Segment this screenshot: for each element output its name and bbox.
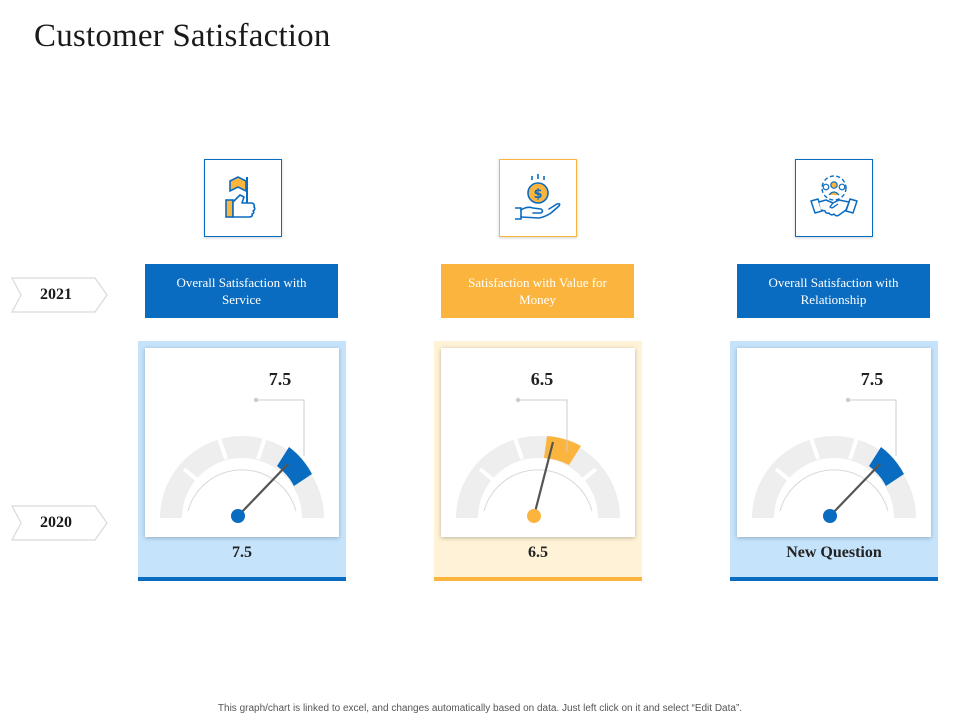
- handshake-team-icon: [810, 175, 858, 217]
- service-panel: 7.5 7.5: [138, 341, 346, 581]
- service-gauge-card: 7.5: [145, 348, 339, 537]
- hand-coin-icon: $: [515, 174, 561, 220]
- service-gauge: [160, 397, 324, 523]
- value-gauge: [456, 397, 620, 523]
- thumbs-up-flag-icon: [225, 176, 256, 218]
- relationship-label-box: Overall Satisfaction with Relationship: [737, 264, 930, 318]
- relationship-label: Overall Satisfaction with Relationship: [768, 275, 899, 307]
- value-gauge-card: 6.5: [441, 348, 635, 537]
- relationship-gauge-card: 7.5: [737, 348, 931, 537]
- year-label-2021: 2021: [40, 286, 72, 303]
- footnote: This graph/chart is linked to excel, and…: [217, 703, 743, 714]
- service-bottom-value: 7.5: [232, 544, 252, 561]
- page-title: Customer Satisfaction: [34, 18, 331, 54]
- value-icon-box: $: [499, 159, 577, 237]
- relationship-panel-strip: [730, 577, 938, 581]
- value-gauge-value: 6.5: [530, 369, 554, 389]
- service-icon-box: [204, 159, 282, 237]
- service-panel-strip: [138, 577, 346, 581]
- service-label: Overall Satisfaction with Service: [176, 275, 307, 307]
- relationship-icon-box: [795, 159, 873, 237]
- value-label-box: Satisfaction with Value for Money: [441, 264, 634, 318]
- service-label-box: Overall Satisfaction with Service: [145, 264, 338, 318]
- year-label-2020: 2020: [40, 514, 72, 531]
- value-panel: 6.5 6.5: [434, 341, 642, 581]
- relationship-gauge: [752, 397, 916, 523]
- relationship-panel: 7.5 New Question: [730, 341, 938, 581]
- year-tag-bottom: 2020: [11, 505, 109, 541]
- relationship-gauge-value: 7.5: [860, 369, 884, 389]
- relationship-bottom-value: New Question: [786, 544, 882, 561]
- value-label: Satisfaction with Value for Money: [468, 275, 607, 307]
- year-tag-top: 2021: [11, 277, 109, 313]
- value-bottom-value: 6.5: [528, 544, 548, 561]
- service-gauge-value: 7.5: [268, 369, 292, 389]
- svg-text:$: $: [533, 187, 542, 202]
- value-panel-strip: [434, 577, 642, 581]
